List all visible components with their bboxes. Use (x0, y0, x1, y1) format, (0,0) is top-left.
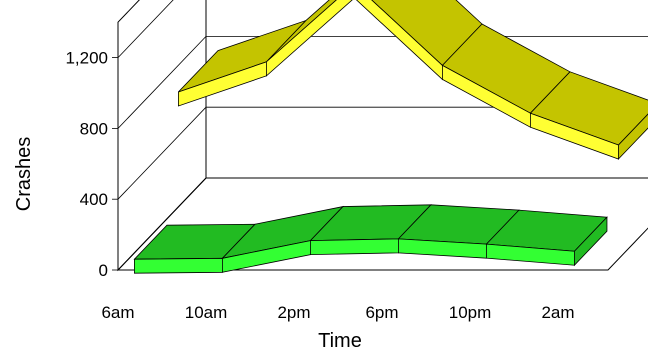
gridline-left-2 (117, 36, 207, 129)
x-tick-label-0: 6am (101, 303, 134, 322)
x-tick-label-4: 10pm (449, 303, 492, 322)
x-tick-label-3: 6pm (365, 303, 398, 322)
gridline-left-0 (117, 177, 207, 271)
axis-labels: 0 400 800 1,200 6am 10am 2pm 6pm 10pm 2am (65, 49, 574, 322)
y-tick-label-3: 1,200 (65, 49, 108, 68)
gridline-left-3 (117, 0, 174, 58)
x-tick-label-1: 10am (185, 303, 228, 322)
series-ribbon-1 (133, 204, 608, 274)
gridline-left-1 (117, 106, 207, 200)
series-1-end-cap (574, 216, 608, 267)
series-ribbons (133, 0, 648, 274)
series-0-front-face-1 (265, 0, 353, 77)
y-tick-label-0: 0 (99, 261, 108, 280)
x-tick-label-5: 2am (541, 303, 574, 322)
x-tick-label-2: 2pm (277, 303, 310, 322)
y-tick-label-2: 800 (80, 119, 108, 138)
series-1-front-face-2 (309, 238, 399, 256)
series-0-end-cap (618, 113, 648, 161)
series-1-front-face-0 (133, 257, 223, 274)
y-axis-title: Crashes (13, 137, 35, 211)
x-axis-title: Time (318, 330, 362, 352)
series-ribbon-0 (177, 0, 648, 161)
y-tick-label-1: 400 (80, 190, 108, 209)
